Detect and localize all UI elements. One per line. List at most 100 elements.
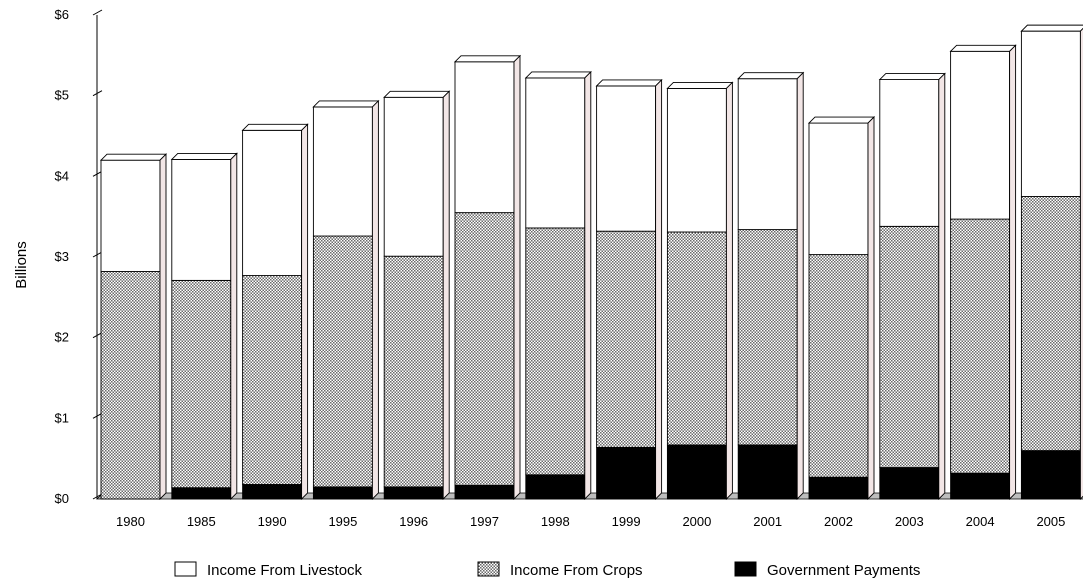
bar-segment-government-payments-1998 bbox=[525, 474, 586, 500]
bar-top-face-1985 bbox=[170, 152, 238, 160]
bar-segment-income-from-crops-1995 bbox=[312, 235, 373, 488]
x-tick-label: 1990 bbox=[258, 514, 287, 529]
bar-side-face-1990 bbox=[301, 123, 309, 501]
bar-side-face-1996 bbox=[442, 90, 450, 501]
bar-top-face-1999 bbox=[595, 79, 663, 87]
bar-side-face-2003 bbox=[938, 72, 946, 501]
bar-side-face-2000 bbox=[725, 81, 733, 501]
bar-segment-government-payments-2000 bbox=[666, 444, 727, 500]
legend-label: Government Payments bbox=[767, 562, 920, 579]
bar-segment-government-payments-1985 bbox=[171, 487, 232, 500]
bar-stack-1985 bbox=[170, 152, 238, 501]
bar-side-face-1997 bbox=[513, 54, 521, 501]
bar-segment-government-payments-2004 bbox=[950, 472, 1011, 500]
bar-stack-2004 bbox=[949, 44, 1017, 501]
bar-segment-income-from-crops-1996 bbox=[383, 255, 444, 488]
bar-stack-2002 bbox=[807, 116, 876, 501]
x-tick-label: 2005 bbox=[1036, 514, 1065, 529]
y-tick-label: $5 bbox=[55, 88, 69, 103]
bar-stack-1997 bbox=[453, 54, 522, 501]
bar-segment-income-from-crops-2000 bbox=[666, 231, 727, 446]
x-tick-label: 1998 bbox=[541, 514, 570, 529]
x-tick-label: 1999 bbox=[612, 514, 641, 529]
y-tick-label: $3 bbox=[55, 249, 69, 264]
bar-segment-income-from-crops-2002 bbox=[808, 254, 869, 478]
bar-stack-1980 bbox=[99, 153, 168, 501]
bar-stack-2005 bbox=[1020, 24, 1083, 501]
bar-stack-1995 bbox=[312, 99, 380, 501]
legend-item-government-payments: Government Payments bbox=[734, 561, 920, 579]
bar-segment-income-from-livestock-1980 bbox=[100, 159, 161, 272]
bar-stack-1999 bbox=[595, 78, 663, 501]
bar-segment-income-from-livestock-1990 bbox=[242, 129, 303, 277]
bar-side-face-2001 bbox=[796, 71, 804, 501]
bar-side-face-1985 bbox=[230, 152, 238, 501]
y-axis-title: Billions bbox=[13, 241, 30, 289]
x-tick-label: 2000 bbox=[682, 514, 711, 529]
y-tick-label: $6 bbox=[55, 7, 69, 22]
bar-segment-government-payments-2001 bbox=[737, 444, 798, 500]
bar-segment-income-from-livestock-2005 bbox=[1020, 30, 1081, 197]
bar-segment-income-from-crops-2003 bbox=[879, 225, 940, 468]
bar-stack-1998 bbox=[524, 70, 592, 501]
bar-stack-1996 bbox=[383, 90, 451, 501]
legend-swatch bbox=[734, 561, 757, 577]
bar-segment-income-from-crops-1997 bbox=[454, 212, 515, 486]
bar-segment-income-from-livestock-1997 bbox=[454, 61, 515, 214]
y-tick-mark bbox=[92, 90, 103, 97]
bar-segment-income-from-crops-2001 bbox=[737, 229, 798, 446]
y-tick-mark bbox=[92, 170, 103, 177]
bar-segment-income-from-crops-1999 bbox=[596, 230, 657, 448]
bar-top-face-2004 bbox=[949, 44, 1017, 52]
bar-top-face-1998 bbox=[524, 71, 592, 79]
bar-top-face-1990 bbox=[241, 123, 309, 131]
bar-side-face-1998 bbox=[584, 70, 592, 501]
bar-stack-2000 bbox=[666, 81, 734, 501]
x-tick-label: 1997 bbox=[470, 514, 499, 529]
x-tick-label: 1985 bbox=[187, 514, 216, 529]
y-tick-label: $0 bbox=[55, 491, 69, 506]
y-tick-mark bbox=[92, 332, 103, 339]
x-tick-label: 2004 bbox=[966, 514, 995, 529]
x-tick-label: 1996 bbox=[399, 514, 428, 529]
bar-side-face-2005 bbox=[1079, 27, 1083, 501]
y-tick-mark bbox=[92, 493, 103, 500]
bar-segment-income-from-livestock-1996 bbox=[383, 96, 444, 257]
bar-top-face-1980 bbox=[99, 153, 168, 161]
legend: Income From Livestock Income From Crops Go… bbox=[174, 561, 920, 579]
bar-side-face-2004 bbox=[1009, 44, 1017, 501]
bar-segment-income-from-livestock-1985 bbox=[171, 158, 232, 281]
bar-segment-government-payments-1997 bbox=[454, 484, 515, 500]
bar-top-face-2001 bbox=[737, 72, 805, 80]
y-tick-mark bbox=[92, 9, 103, 16]
legend-swatch bbox=[174, 561, 197, 577]
y-tick-label: $2 bbox=[55, 330, 69, 345]
bar-top-face-1997 bbox=[453, 55, 522, 63]
y-tick-mark bbox=[92, 251, 103, 258]
y-tick-label: $1 bbox=[55, 410, 69, 425]
bar-segment-income-from-livestock-1999 bbox=[596, 85, 657, 232]
bar-segment-government-payments-2003 bbox=[879, 467, 940, 500]
bar-side-face-2002 bbox=[867, 116, 875, 501]
bar-top-face-2000 bbox=[666, 81, 734, 89]
bar-top-face-1996 bbox=[383, 90, 451, 98]
legend-label: Income From Crops bbox=[510, 562, 643, 579]
bar-segment-income-from-livestock-2003 bbox=[879, 79, 940, 227]
legend-item-income-from-crops: Income From Crops bbox=[477, 561, 643, 579]
bar-segment-government-payments-2005 bbox=[1020, 450, 1081, 500]
x-tick-label: 2001 bbox=[753, 514, 782, 529]
bar-top-face-2005 bbox=[1020, 24, 1083, 32]
legend-swatch bbox=[477, 561, 500, 577]
bar-stack-2001 bbox=[737, 71, 805, 501]
bar-stack-1990 bbox=[241, 123, 309, 501]
bar-segment-income-from-crops-2004 bbox=[950, 218, 1011, 474]
bar-top-face-2002 bbox=[807, 116, 876, 124]
category-labels: 1980 1985 1990 1995 1996 1997 1998 1999 2000 2001… bbox=[116, 514, 1065, 529]
bar-segment-income-from-crops-1990 bbox=[242, 275, 303, 485]
y-tick-label: $4 bbox=[55, 168, 69, 183]
bar-side-face-1980 bbox=[159, 153, 167, 501]
bar-segment-income-from-crops-2005 bbox=[1020, 196, 1081, 452]
x-tick-label: 2002 bbox=[824, 514, 853, 529]
bar-segment-income-from-livestock-1998 bbox=[525, 77, 586, 229]
